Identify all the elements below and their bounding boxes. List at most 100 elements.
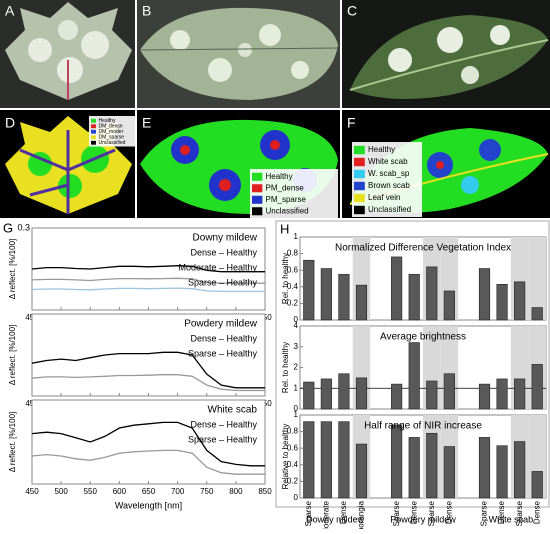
- bar: [391, 424, 403, 499]
- bar: [531, 471, 543, 499]
- legend-box: [89, 116, 135, 147]
- legend-swatch: [252, 172, 263, 181]
- bar: [478, 383, 491, 410]
- legend-swatch: [252, 195, 263, 204]
- legend-swatch: [354, 193, 365, 203]
- legend-label: Healthy: [266, 172, 293, 181]
- photo-a: [0, 0, 135, 108]
- bar: [338, 274, 350, 321]
- legend-swatch: [91, 118, 96, 123]
- y-tick-label: 0.2: [287, 299, 299, 308]
- y-tick-label: 1: [294, 232, 299, 241]
- x-tick-label: Sparse: [392, 500, 401, 526]
- legend-label: Moderate – Healthy: [178, 262, 257, 272]
- y-tick-label: 4: [294, 321, 299, 330]
- line-series: [31, 449, 265, 475]
- y-axis-label: Relative to healthy: [281, 424, 290, 490]
- photo-b: [137, 0, 340, 108]
- legend-label: W. scab_sp: [368, 169, 410, 178]
- bar: [391, 383, 403, 410]
- legend-label: DM_sparse: [99, 135, 125, 141]
- panel-frame: [275, 220, 550, 508]
- legend-swatch: [252, 184, 263, 193]
- y-axis-label: Rel. to healthy: [281, 253, 290, 304]
- bar: [355, 284, 368, 321]
- legend-label: Unclassified: [99, 140, 126, 146]
- line-series: [31, 374, 265, 392]
- y-tick-label: 1: [294, 383, 299, 392]
- x-tick-label: 500: [54, 487, 68, 496]
- bar: [443, 446, 455, 499]
- x-tick-label: Dense: [409, 500, 418, 524]
- legend-box: [352, 142, 422, 217]
- y-tick-label: 0.8: [287, 249, 299, 258]
- bar: [531, 364, 543, 410]
- x-tick-label: 750: [200, 487, 214, 496]
- y-tick-label: 0: [294, 493, 299, 502]
- x-tick-label: Sparse: [515, 500, 524, 526]
- x-tick-label: 800: [229, 487, 243, 496]
- bar: [478, 268, 491, 321]
- panel-label: H: [280, 221, 289, 236]
- y-tick-label: 0.4: [287, 282, 299, 291]
- legend-label: Sparse – Healthy: [188, 434, 258, 444]
- bar: [443, 290, 455, 321]
- panel-label: B: [142, 3, 151, 19]
- photo-c: [342, 0, 550, 108]
- legend-swatch: [91, 140, 96, 145]
- chart-title: White scab: [208, 405, 258, 416]
- y-tick-label: 0.6: [287, 443, 299, 452]
- y-axis-label: Rel. to healthy: [281, 342, 290, 393]
- chart-title: Half range of NIR increase: [364, 421, 482, 432]
- panel-label: G: [3, 220, 13, 235]
- bar: [426, 380, 438, 410]
- x-tick-label: Dense: [339, 500, 348, 524]
- bar: [303, 381, 315, 410]
- y-tick-label: 0: [294, 404, 299, 413]
- bar: [320, 378, 332, 410]
- bar: [303, 259, 315, 321]
- legend-label: Healthy: [99, 118, 116, 124]
- y-tick-label: 0.2: [287, 477, 299, 486]
- bar: [320, 421, 332, 499]
- legend-label: Healthy: [368, 145, 395, 154]
- x-tick-label: Sporangia: [357, 500, 366, 529]
- panel-label: E: [142, 115, 151, 131]
- chart-title: Normalized Difference Vegetation Index: [335, 243, 511, 254]
- y-tick-label: 0.8: [287, 427, 299, 436]
- chart-title: Average brightness: [380, 332, 466, 343]
- line-series: [31, 265, 265, 273]
- bar: [408, 437, 420, 499]
- legend-label: Sparse – Healthy: [188, 348, 258, 358]
- panel-label: D: [5, 115, 15, 131]
- bar: [514, 281, 526, 321]
- legend-label: Brown scab: [368, 181, 410, 190]
- x-tick-label: Dense: [532, 500, 541, 524]
- legend-label: DM_dense: [99, 124, 123, 130]
- bar: [496, 445, 508, 499]
- x-tick-label: Sparse: [480, 500, 489, 526]
- legend-swatch: [354, 157, 365, 167]
- bar: [514, 378, 526, 410]
- bar: [355, 377, 368, 410]
- legend-swatch: [354, 181, 365, 191]
- legend-swatch: [354, 205, 365, 215]
- line-series: [31, 421, 265, 467]
- y-tick-label: 0.3: [17, 222, 30, 232]
- x-tick-label: Dense: [497, 500, 506, 524]
- group-label: Downy mildew: [306, 514, 365, 524]
- legend-label: Sparse – Healthy: [188, 277, 258, 287]
- bar: [514, 441, 526, 499]
- panel-label: F: [347, 115, 356, 131]
- x-tick-label: 650: [142, 487, 156, 496]
- y-axis-label: Δ reflect. [%/100]: [8, 239, 17, 299]
- legend-label: Unclassified: [266, 206, 309, 215]
- line-series: [31, 287, 265, 293]
- y-axis-label: Δ reflect. [%/100]: [8, 412, 17, 472]
- group-label: Powdery mildew: [390, 514, 456, 524]
- x-tick-label: 600: [113, 487, 127, 496]
- x-tick-label: 550: [84, 487, 98, 496]
- x-axis-label: Wavelength [nm]: [115, 500, 182, 510]
- bar: [303, 421, 315, 499]
- y-tick-label: 2: [294, 363, 299, 372]
